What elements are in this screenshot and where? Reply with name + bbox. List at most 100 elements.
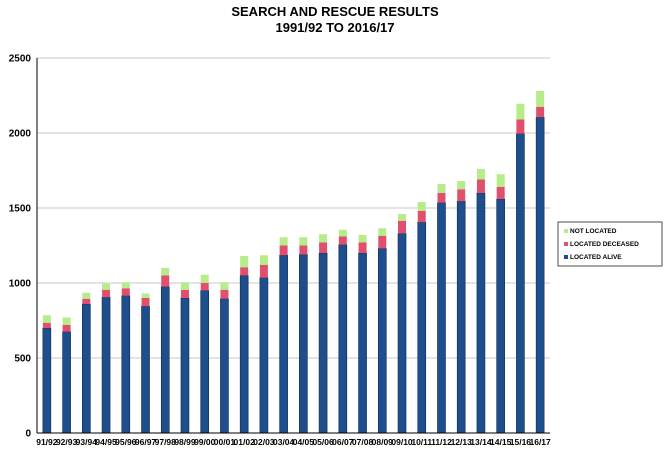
legend-label: LOCATED DECEASED (570, 241, 639, 248)
bar-located-alive (180, 297, 190, 434)
bar-not-located (457, 181, 466, 190)
bar-located-alive (42, 327, 52, 434)
legend-swatch (564, 255, 568, 259)
bar-located-deceased (82, 298, 91, 304)
bar-not-located (180, 282, 189, 290)
bar-located-deceased (141, 298, 150, 307)
bar-not-located (259, 255, 268, 265)
x-tick-label: 93/94 (76, 437, 98, 447)
x-tick-label: 11/12 (431, 437, 452, 447)
bar-located-deceased (476, 179, 485, 193)
bar-located-deceased (437, 193, 446, 203)
bar-located-deceased (338, 236, 347, 245)
bar-located-alive (141, 305, 150, 434)
bar-located-alive (259, 277, 269, 434)
bar-located-deceased (417, 211, 426, 223)
bar-located-alive (358, 252, 367, 434)
bar-located-deceased (102, 289, 111, 298)
x-tick-label: 09/10 (391, 437, 413, 447)
x-tick-label: 10/11 (411, 437, 432, 447)
bar-not-located (378, 228, 387, 236)
bar-not-located (299, 237, 308, 246)
bar-not-located (141, 293, 150, 298)
bar-not-located (279, 237, 288, 246)
bar-not-located (102, 283, 111, 290)
bar-not-located (82, 292, 91, 299)
x-tick-label: 16/17 (529, 437, 551, 447)
bar-located-deceased (378, 235, 387, 249)
bar-located-alive (338, 244, 348, 434)
x-tick-label: 00/01 (214, 437, 236, 447)
bar-not-located (398, 214, 407, 221)
x-tick-label: 07/08 (352, 437, 374, 447)
x-tick-label: 95/96 (115, 437, 137, 447)
axes (36, 58, 550, 434)
bar-not-located (496, 174, 505, 187)
bar-located-alive (437, 202, 446, 434)
gridlines (37, 57, 550, 359)
bar-located-deceased (358, 242, 367, 253)
x-tick-label: 14/15 (490, 437, 512, 447)
bar-not-located (42, 315, 51, 323)
bar-not-located (437, 184, 446, 193)
bar-located-alive (200, 290, 210, 434)
bar-located-alive (516, 133, 525, 434)
bar-located-alive (299, 254, 308, 434)
chart-title: SEARCH AND RESCUE RESULTS (231, 4, 439, 19)
x-tick-label: 08/09 (372, 437, 394, 447)
bar-located-alive (318, 252, 328, 434)
x-tick-label: 12/13 (451, 437, 473, 447)
bar-located-deceased (62, 325, 71, 332)
bars (42, 91, 545, 434)
bar-located-deceased (42, 322, 51, 328)
bar-not-located (220, 282, 229, 290)
bar-not-located (200, 274, 209, 283)
bar-located-alive (476, 192, 486, 434)
x-tick-label: 99/00 (194, 437, 216, 447)
x-tick-label: 91/92 (36, 437, 58, 447)
x-tick-label: 04/05 (293, 437, 315, 447)
bar-not-located (417, 202, 426, 211)
bar-located-deceased (398, 220, 407, 234)
bar-not-located (240, 256, 249, 268)
x-tick-label: 15/16 (510, 437, 532, 447)
x-tick-label: 06/07 (332, 437, 354, 447)
y-tick-label: 1000 (9, 279, 32, 290)
bar-located-deceased (240, 267, 249, 276)
legend-swatch (564, 242, 568, 246)
bar-located-alive (456, 200, 466, 434)
bar-not-located (319, 234, 328, 243)
x-tick-label: 97/98 (155, 437, 177, 447)
bar-located-deceased (180, 289, 189, 298)
bar-located-alive (239, 275, 249, 434)
bar-located-deceased (457, 189, 466, 202)
bar-located-deceased (279, 245, 288, 256)
bar-located-alive (82, 303, 91, 434)
y-tick-label: 1500 (9, 204, 32, 215)
bar-located-alive (397, 233, 407, 434)
bar-located-alive (279, 254, 288, 434)
bar-located-deceased (200, 283, 209, 291)
x-tick-label: 05/06 (312, 437, 334, 447)
bar-not-located (121, 282, 130, 289)
bar-located-deceased (536, 106, 545, 118)
bar-located-deceased (161, 275, 170, 287)
x-tick-label: 96/97 (135, 437, 157, 447)
bar-not-located (161, 268, 170, 276)
bar-not-located (358, 235, 367, 243)
bar-located-deceased (496, 187, 505, 199)
x-tick-label: 94/95 (95, 437, 117, 447)
bar-located-deceased (299, 245, 308, 255)
x-tick-label: 92/93 (56, 437, 78, 447)
bar-located-alive (62, 331, 71, 434)
bar-located-deceased (319, 242, 328, 253)
bar-located-alive (377, 248, 387, 434)
bar-located-alive (417, 221, 427, 434)
chart-subtitle: 1991/92 TO 2016/17 (275, 20, 395, 35)
bar-not-located (516, 103, 525, 120)
bar-located-alive (101, 296, 111, 434)
y-tick-label: 2500 (9, 54, 32, 65)
bar-located-alive (496, 198, 505, 434)
x-tick-label: 03/04 (273, 437, 295, 447)
x-tick-label: 98/99 (174, 437, 196, 447)
